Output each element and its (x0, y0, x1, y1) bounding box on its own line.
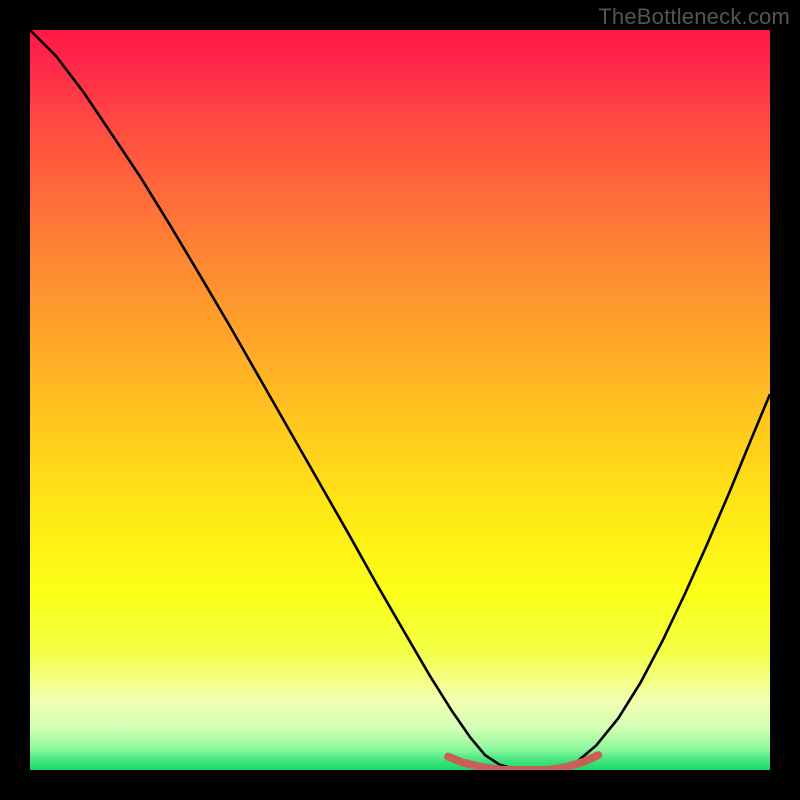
gradient-background (30, 30, 770, 770)
bottleneck-curve-chart (0, 0, 800, 800)
chart-frame: TheBottleneck.com (0, 0, 800, 800)
watermark-text: TheBottleneck.com (598, 4, 790, 30)
